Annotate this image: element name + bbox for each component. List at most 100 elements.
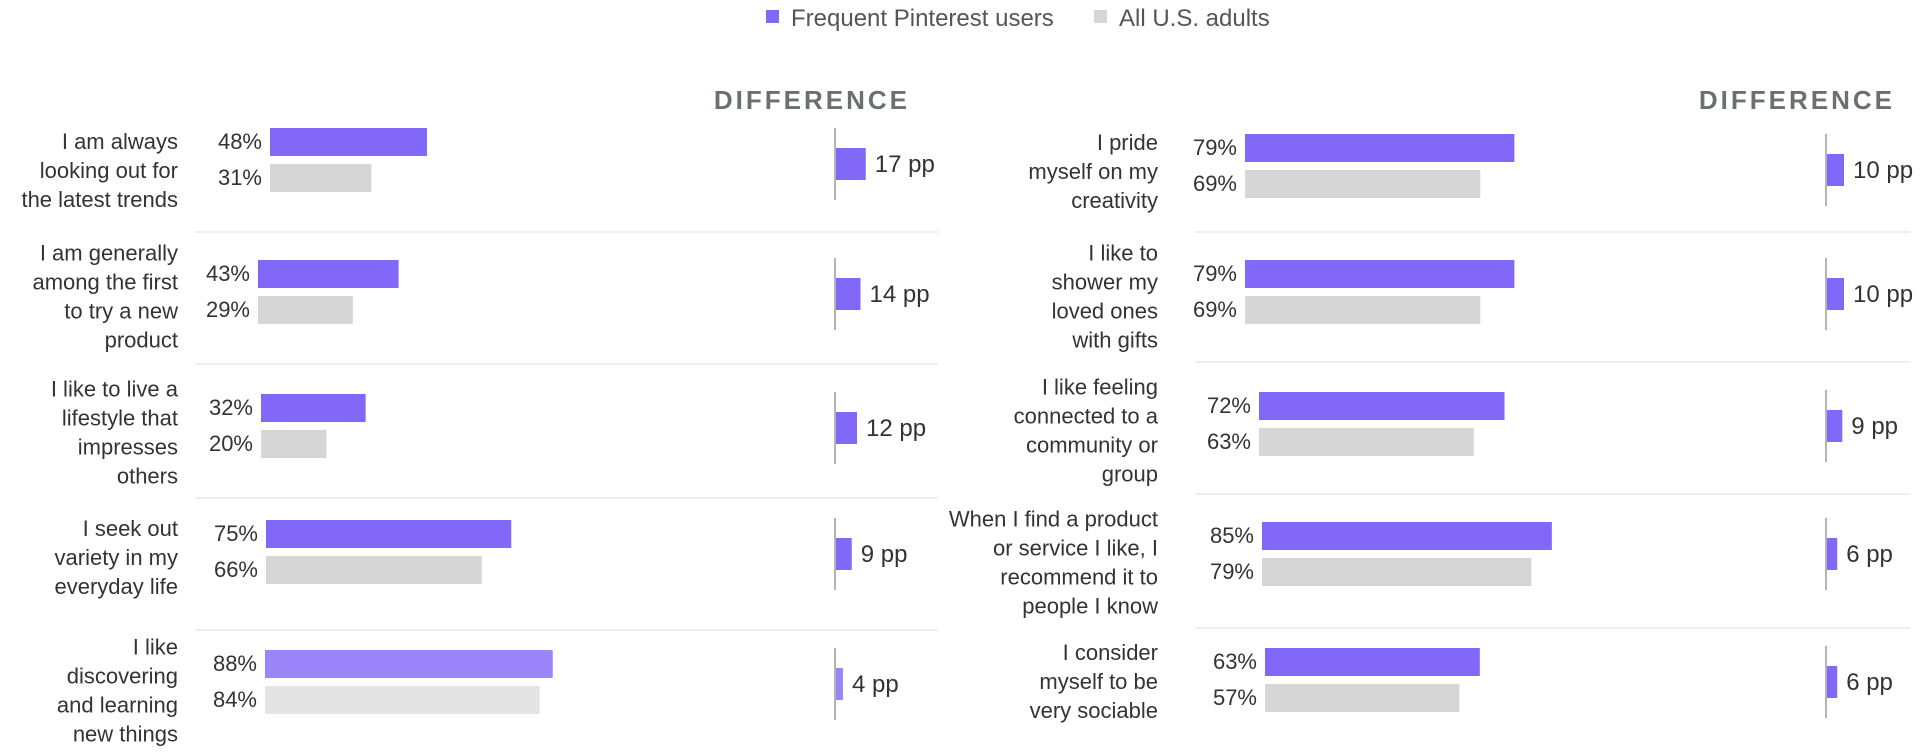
right-category-label-line: or service I like, I (993, 536, 1158, 561)
right-category-label: I pride myself on my creativity (1028, 130, 1158, 213)
left-value-label-all: 84% (213, 687, 257, 712)
left-diff-label: 17 pp (875, 151, 935, 178)
right-difference-header: DIFFERENCE (1699, 85, 1895, 115)
left-bar-frequent (258, 260, 399, 288)
left-bar-frequent (265, 650, 553, 678)
left-bar-all (261, 430, 327, 458)
right-diff-label: 6 pp (1846, 669, 1893, 696)
right-diff-label: 6 pp (1846, 541, 1893, 568)
left-bar-all (266, 556, 482, 584)
left-diff-bar (836, 668, 843, 700)
right-bar-frequent (1262, 522, 1552, 550)
left-category-label-line: others (117, 464, 178, 489)
left-category-label-line: looking out for (40, 158, 178, 183)
right-diff-label: 9 pp (1851, 413, 1898, 440)
right-bar-all (1259, 428, 1474, 456)
right-category-label-line: recommend it to (1000, 565, 1158, 590)
right-value-label-frequent: 79% (1193, 261, 1237, 286)
left-category-label-line: I like to live a (51, 377, 179, 402)
left-category-label-line: everyday life (54, 574, 178, 599)
left-category-label-line: I like (133, 635, 178, 660)
left-value-label-all: 20% (209, 431, 253, 456)
left-diff-bar (836, 538, 852, 570)
left-category-label: I am generally among the first to try a ne… (32, 241, 178, 353)
right-category-label-line: shower my (1052, 270, 1158, 295)
right-bar-frequent (1259, 392, 1505, 420)
right-category-label-line: connected to a (1014, 404, 1159, 429)
left-bar-all (258, 296, 353, 324)
left-category-label-line: new things (73, 722, 178, 747)
left-category-label-line: and learning (57, 693, 178, 718)
left-category-label-line: among the first (32, 270, 178, 295)
left-diff-label: 9 pp (861, 541, 908, 568)
left-category-label-line: I seek out (83, 516, 178, 541)
right-value-label-frequent: 79% (1193, 135, 1237, 160)
right-diff-label: 10 pp (1853, 281, 1913, 308)
legend-label-frequent: Frequent Pinterest users (791, 5, 1054, 32)
right-category-label-line: I consider (1063, 640, 1158, 665)
left-bar-frequent (266, 520, 512, 548)
right-category-label-line: When I find a product (949, 507, 1158, 532)
right-category-label-line: very sociable (1030, 698, 1158, 723)
right-value-label-frequent: 72% (1207, 393, 1251, 418)
right-diff-bar (1827, 666, 1838, 698)
left-value-label-frequent: 88% (213, 651, 257, 676)
left-value-label-frequent: 75% (214, 521, 258, 546)
right-diff-bar (1827, 538, 1838, 570)
right-category-label-line: with gifts (1071, 328, 1158, 353)
right-bar-all (1262, 558, 1532, 586)
left-value-label-frequent: 32% (209, 395, 253, 420)
left-category-label: I seek out variety in my everyday life (54, 516, 178, 599)
left-value-label-frequent: 48% (218, 129, 262, 154)
left-category-label-line: the latest trends (21, 187, 178, 212)
left-value-label-frequent: 43% (206, 261, 250, 286)
left-difference-header: DIFFERENCE (714, 85, 910, 115)
left-diff-bar (836, 412, 857, 444)
left-category-label: I like discovering and learning new things (57, 635, 178, 747)
left-diff-label: 14 pp (870, 281, 930, 308)
right-category-label-line: people I know (1022, 594, 1158, 619)
right-category-label: When I find a product or service I like, … (949, 507, 1158, 619)
right-category-label-line: myself on my (1028, 159, 1158, 184)
right-category-label-line: creativity (1071, 188, 1158, 213)
left-value-label-all: 29% (206, 297, 250, 322)
right-category-label-line: community or (1026, 433, 1158, 458)
right-panel: I pride myself on my creativity 79% 69% 10 pp… (949, 130, 1913, 723)
right-category-label-line: I like to (1088, 241, 1158, 266)
left-diff-label: 4 pp (852, 671, 899, 698)
right-bar-all (1245, 296, 1481, 324)
right-bar-frequent (1265, 648, 1480, 676)
right-value-label-all: 79% (1210, 559, 1254, 584)
legend-swatch-all (1094, 10, 1107, 23)
left-value-label-all: 31% (218, 165, 262, 190)
left-bar-frequent (261, 394, 366, 422)
right-value-label-frequent: 85% (1210, 523, 1254, 548)
left-bar-all (265, 686, 540, 714)
legend: Frequent Pinterest users All U.S. adults (766, 5, 1270, 32)
legend-swatch-frequent (766, 10, 779, 23)
right-category-label-line: I pride (1097, 130, 1158, 155)
right-diff-bar (1827, 410, 1843, 442)
left-category-label-line: discovering (67, 664, 178, 689)
legend-label-all: All U.S. adults (1119, 5, 1270, 32)
left-diff-label: 12 pp (866, 415, 926, 442)
left-category-label-line: I am always (62, 129, 178, 154)
right-value-label-frequent: 63% (1213, 649, 1257, 674)
left-bar-all (270, 164, 372, 192)
left-diff-bar (836, 278, 861, 310)
left-value-label-all: 66% (214, 557, 258, 582)
left-bar-frequent (270, 128, 427, 156)
right-bar-all (1245, 170, 1481, 198)
left-category-label-line: impresses (78, 435, 178, 460)
right-bar-frequent (1245, 260, 1515, 288)
left-category-label-line: product (105, 328, 178, 353)
left-category-label: I like to live a lifestyle that impresses o… (51, 377, 179, 489)
right-value-label-all: 63% (1207, 429, 1251, 454)
right-diff-label: 10 pp (1853, 157, 1913, 184)
left-category-label-line: variety in my (55, 545, 178, 570)
left-category-label-line: to try a new (64, 299, 178, 324)
right-diff-bar (1827, 154, 1844, 186)
right-category-label: I like to shower my loved ones with gifts (1052, 241, 1158, 353)
left-panel: I am always looking out for the latest tre… (21, 128, 938, 747)
